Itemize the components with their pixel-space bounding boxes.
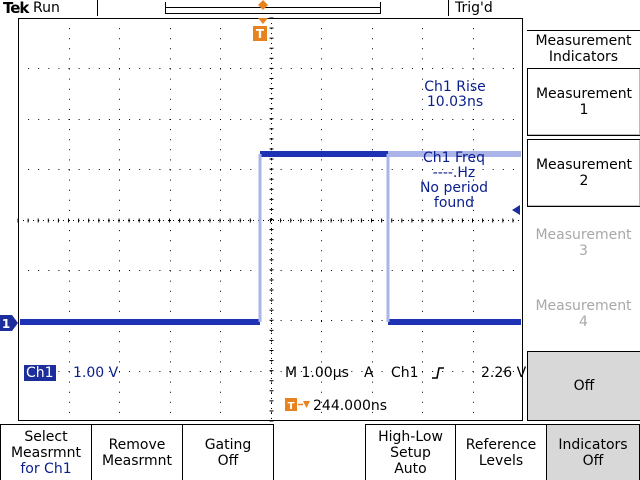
- side-menu-title: Measurement Indicators: [527, 30, 640, 65]
- channel-badge[interactable]: Ch1: [24, 365, 56, 381]
- indicators-off-button[interactable]: Indicators Off: [546, 424, 640, 480]
- button-label: 2: [579, 173, 589, 189]
- waveform-low-segment: [20, 319, 260, 325]
- trigger-mode: A: [364, 365, 374, 381]
- acquisition-state: Run: [33, 0, 60, 16]
- timebase: M 1.00µs: [285, 365, 349, 381]
- button-label: Measrmnt: [10, 444, 82, 461]
- button-label: Auto: [394, 460, 427, 477]
- oscilloscope-display: [17, 17, 523, 422]
- trigger-position-readout-icon: T: [285, 398, 310, 412]
- trigger-source: Ch1: [391, 365, 419, 381]
- waveform-high-segment-ghost: [388, 151, 521, 157]
- rise-value: 10.03ns: [426, 94, 484, 110]
- trigger-position-marker: T: [253, 0, 268, 41]
- button-label: Reference: [465, 436, 537, 453]
- button-label: Measrmnt: [101, 452, 173, 469]
- freq-label: Ch1 Freq: [423, 150, 485, 166]
- t-marker-icon: [253, 26, 267, 41]
- button-label: Off: [573, 378, 595, 394]
- trigger-state: Trig'd: [455, 0, 493, 16]
- top-status-bar: Tek Run Trig'd: [0, 0, 640, 18]
- trigger-position-value: 244.000ns: [313, 398, 388, 414]
- button-label: Setup: [390, 444, 431, 461]
- measurement-1-button[interactable]: Measurement 1: [527, 68, 640, 136]
- select-measurement-button[interactable]: Select Measrmnt for Ch1: [0, 424, 92, 480]
- measurement-3-button[interactable]: Measurement 3: [527, 210, 640, 278]
- button-label: Measurement: [535, 298, 632, 314]
- remove-measurement-button[interactable]: Remove Measrmnt: [91, 424, 183, 480]
- button-label: Levels: [478, 452, 524, 469]
- svg-text:T: T: [288, 401, 295, 412]
- button-label: Gating: [204, 436, 252, 453]
- freq-status-1: No period: [419, 180, 489, 196]
- header-divider: [97, 0, 98, 16]
- side-menu-title-line1: Measurement: [535, 33, 632, 49]
- button-label: Select: [24, 428, 68, 445]
- channel-1-ground-marker-icon[interactable]: 1: [0, 315, 18, 331]
- record-view-bar: [165, 2, 381, 14]
- gating-button[interactable]: Gating Off: [182, 424, 274, 480]
- button-label: Indicators: [558, 436, 628, 453]
- button-label: Measurement: [535, 227, 632, 243]
- freq-measurement-readout: Ch1 Freq ----.Hz No period found: [398, 151, 510, 211]
- high-low-setup-button[interactable]: High-Low Setup Auto: [365, 424, 456, 480]
- waveform-low-segment: [388, 319, 521, 325]
- button-label: Measurement: [535, 157, 633, 173]
- button-label: 1: [579, 102, 589, 118]
- trigger-level-arrow-icon: [512, 205, 520, 215]
- button-label: Remove: [108, 436, 166, 453]
- brand-logo: Tek: [3, 0, 29, 17]
- button-label: Off: [582, 452, 604, 469]
- header-divider: [448, 0, 449, 16]
- side-menu-title-line2: Indicators: [548, 49, 619, 65]
- ch1-waveform: [20, 151, 521, 325]
- button-label: Measurement: [535, 86, 633, 102]
- rise-measurement-readout: Ch1 Rise 10.03ns: [405, 80, 505, 110]
- measurement-4-button[interactable]: Measurement 4: [527, 281, 640, 349]
- reference-levels-button[interactable]: Reference Levels: [455, 424, 547, 480]
- button-label: for Ch1: [20, 460, 72, 477]
- waveform-high-segment: [260, 151, 388, 157]
- freq-value: ----.Hz: [432, 165, 476, 181]
- measurement-2-button[interactable]: Measurement 2: [527, 139, 640, 207]
- rise-label: Ch1 Rise: [424, 79, 486, 95]
- rising-edge-icon: [432, 367, 444, 379]
- button-label: 4: [579, 314, 588, 330]
- freq-status-2: found: [433, 195, 475, 211]
- button-label: 3: [579, 243, 588, 259]
- button-label: Off: [217, 452, 239, 469]
- trigger-marker-label: T: [256, 27, 265, 41]
- volts-per-div: 1.00 V: [73, 365, 119, 381]
- trigger-level: 2.26 V: [481, 365, 527, 381]
- trigger-point-icon: [258, 0, 268, 10]
- indicators-off-side-button[interactable]: Off: [527, 351, 640, 421]
- graticule: [17, 17, 523, 422]
- button-label: High-Low: [378, 428, 443, 445]
- channel-marker-label: 1: [2, 317, 10, 331]
- trigger-arrow-icon: [258, 18, 268, 24]
